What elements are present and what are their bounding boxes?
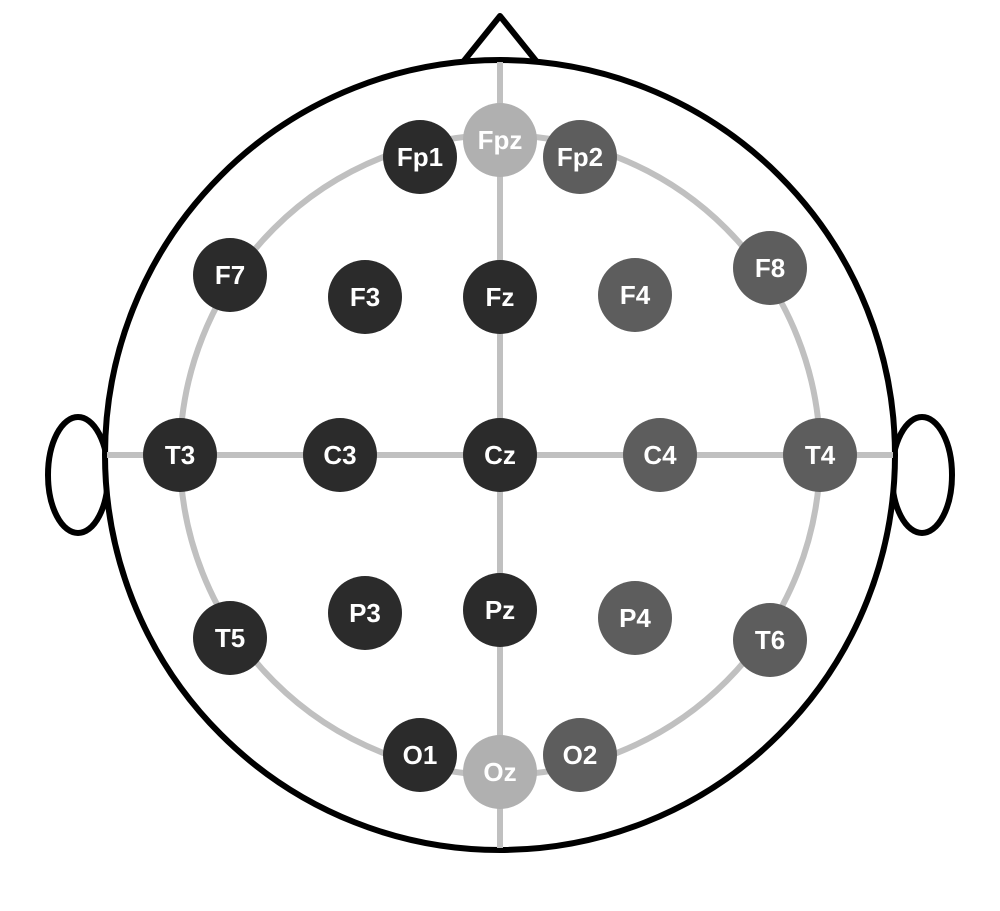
electrode-p4: P4 <box>598 581 672 655</box>
electrode-circle <box>543 718 617 792</box>
electrode-pz: Pz <box>463 573 537 647</box>
electrode-circle <box>463 735 537 809</box>
electrode-circle <box>623 418 697 492</box>
electrode-circle <box>383 120 457 194</box>
electrode-fpz: Fpz <box>463 103 537 177</box>
electrode-circle <box>733 603 807 677</box>
electrode-circle <box>383 718 457 792</box>
electrode-circle <box>193 601 267 675</box>
eeg-svg: Fp1FpzFp2 F7 F3 Fz F4 F8 T3 C3 Cz C4 T4 T5 P3 Pz P4 T6 O… <box>0 0 1000 911</box>
electrode-p3: P3 <box>328 576 402 650</box>
electrode-circle <box>543 120 617 194</box>
electrode-t3: T3 <box>143 418 217 492</box>
electrode-circle <box>143 418 217 492</box>
left-ear <box>48 417 108 533</box>
electrode-circle <box>463 103 537 177</box>
electrode-circle <box>303 418 377 492</box>
electrode-f4: F4 <box>598 258 672 332</box>
electrode-circle <box>328 576 402 650</box>
electrode-circle <box>463 573 537 647</box>
electrode-c3: C3 <box>303 418 377 492</box>
electrode-fz: Fz <box>463 260 537 334</box>
electrode-fp1: Fp1 <box>383 120 457 194</box>
electrode-oz: Oz <box>463 735 537 809</box>
electrode-circle <box>733 231 807 305</box>
electrode-cz: Cz <box>463 418 537 492</box>
electrode-t4: T4 <box>783 418 857 492</box>
electrode-f7: F7 <box>193 238 267 312</box>
electrode-circle <box>598 258 672 332</box>
electrode-f3: F3 <box>328 260 402 334</box>
right-ear <box>892 417 952 533</box>
electrode-circle <box>193 238 267 312</box>
electrode-circle <box>783 418 857 492</box>
electrode-o2: O2 <box>543 718 617 792</box>
electrode-t6: T6 <box>733 603 807 677</box>
electrode-circle <box>463 260 537 334</box>
electrode-f8: F8 <box>733 231 807 305</box>
electrode-c4: C4 <box>623 418 697 492</box>
electrode-circle <box>328 260 402 334</box>
electrode-circle <box>598 581 672 655</box>
electrode-circle <box>463 418 537 492</box>
electrode-fp2: Fp2 <box>543 120 617 194</box>
eeg-diagram: Fp1FpzFp2 F7 F3 Fz F4 F8 T3 C3 Cz C4 T4 T5 P3 Pz P4 T6 O… <box>0 0 1000 911</box>
electrode-t5: T5 <box>193 601 267 675</box>
electrode-o1: O1 <box>383 718 457 792</box>
